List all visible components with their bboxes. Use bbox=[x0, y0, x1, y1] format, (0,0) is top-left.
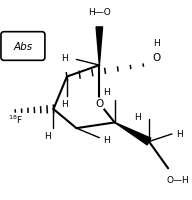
Text: H: H bbox=[153, 38, 160, 47]
Text: H: H bbox=[134, 113, 141, 122]
Text: H: H bbox=[176, 130, 183, 139]
Text: O: O bbox=[95, 99, 103, 109]
Text: Abs: Abs bbox=[13, 42, 32, 52]
Text: H: H bbox=[104, 88, 110, 97]
Text: H—O: H—O bbox=[88, 8, 111, 17]
Text: H: H bbox=[62, 54, 68, 63]
Text: O: O bbox=[152, 53, 161, 63]
FancyBboxPatch shape bbox=[1, 33, 45, 61]
Polygon shape bbox=[96, 28, 103, 66]
Text: $^{18}$F: $^{18}$F bbox=[8, 113, 23, 125]
Polygon shape bbox=[115, 123, 151, 145]
Text: H: H bbox=[104, 135, 110, 144]
Text: H: H bbox=[44, 132, 51, 141]
Text: O—H: O—H bbox=[166, 175, 189, 184]
Text: H: H bbox=[62, 99, 68, 108]
